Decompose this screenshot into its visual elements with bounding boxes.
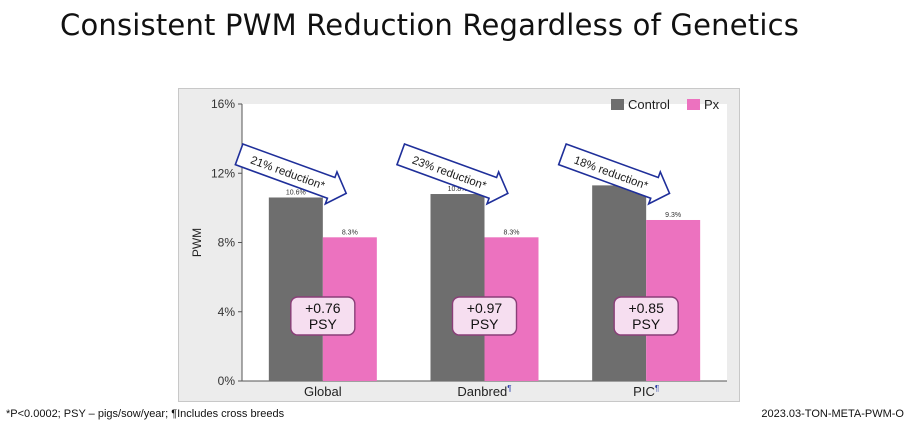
bar-control-pic — [592, 185, 647, 381]
document-code: 2023.03-TON-META-PWM-O — [761, 408, 904, 420]
x-tick-label: PIC¶ — [633, 384, 659, 399]
y-axis-label: PWM — [190, 228, 204, 257]
y-tick-label: 12% — [211, 166, 235, 180]
psy-value: +0.76 — [305, 300, 341, 316]
arrow-shape — [395, 142, 509, 206]
y-tick-label: 4% — [218, 305, 236, 319]
x-tick-label: Global — [304, 384, 342, 399]
y-tick-label: 0% — [218, 374, 236, 388]
psy-unit: PSY — [309, 316, 338, 332]
legend-label-control: Control — [628, 97, 670, 112]
data-label: 8.3% — [342, 229, 358, 236]
psy-value: +0.97 — [467, 300, 503, 316]
legend-swatch-control — [611, 99, 624, 110]
bar-control-global — [268, 197, 323, 381]
psy-badge — [613, 296, 679, 336]
legend-label-px: Px — [704, 97, 720, 112]
y-tick-label: 8% — [218, 236, 236, 250]
arrow-shape — [234, 142, 348, 206]
arrow-shape — [557, 142, 671, 206]
legend-swatch-px — [687, 99, 700, 110]
psy-badge — [290, 296, 356, 336]
y-tick-label: 16% — [211, 97, 235, 111]
psy-value: +0.85 — [628, 300, 664, 316]
data-label: 8.3% — [504, 229, 520, 236]
data-label: 9.3% — [665, 212, 681, 219]
x-tick-label: Danbred¶ — [457, 384, 511, 399]
psy-unit: PSY — [632, 316, 661, 332]
data-label: 10.8% — [448, 186, 468, 193]
page-title: Consistent PWM Reduction Regardless of G… — [60, 8, 800, 42]
psy-unit: PSY — [470, 316, 499, 332]
bar-control-danbred — [430, 194, 485, 381]
psy-badge — [451, 296, 518, 336]
chart-panel: 0% 4% 8% 12% 16% PWM Control Px 10.6% 8.3% Global 2… — [178, 88, 740, 402]
data-label: 10.6% — [286, 189, 306, 196]
footnote: *P<0.0002; PSY – pigs/sow/year; ¶Include… — [6, 408, 285, 420]
